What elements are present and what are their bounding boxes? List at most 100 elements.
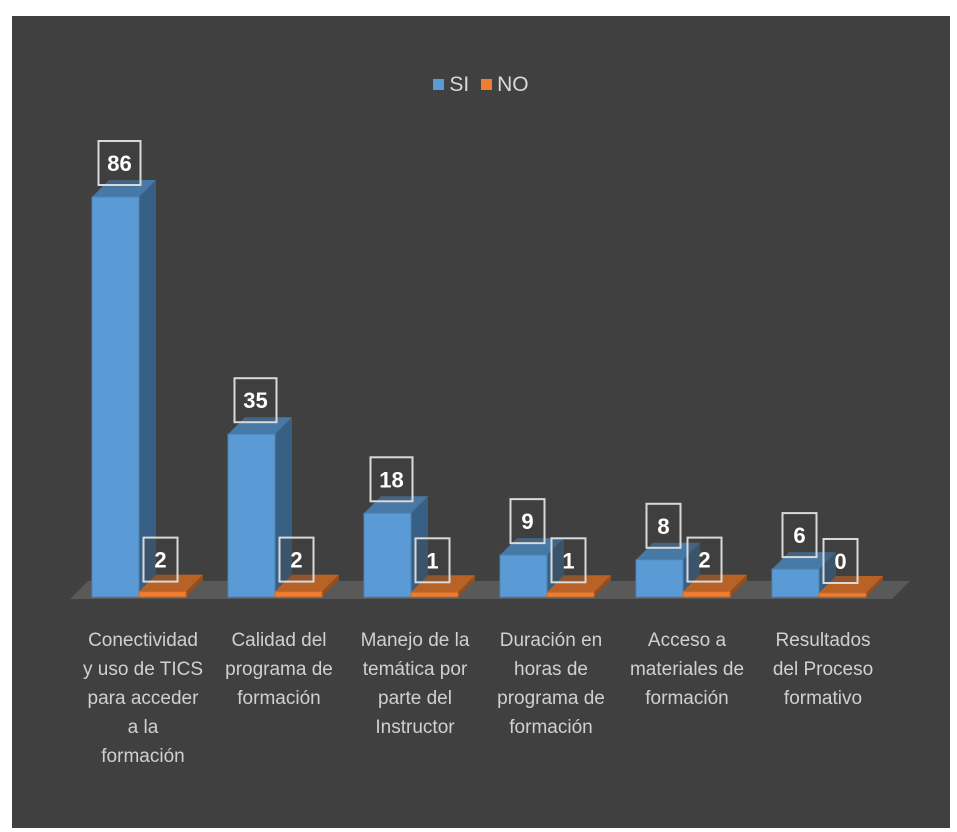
legend: SI NO xyxy=(12,72,950,97)
data-label-no-2: 1 xyxy=(414,537,451,584)
data-label-text: 1 xyxy=(426,548,438,573)
category-label-line: parte del xyxy=(378,688,452,709)
bar-no-2 xyxy=(410,575,475,598)
data-label-si-4: 8 xyxy=(645,502,682,549)
category-label-line: horas de xyxy=(514,659,588,680)
bar-front xyxy=(682,591,731,598)
data-label-box xyxy=(550,537,587,584)
bar-no-1 xyxy=(274,574,339,598)
data-label-text: 86 xyxy=(107,151,131,176)
data-label-text: 2 xyxy=(154,548,166,573)
bar-front xyxy=(227,433,276,598)
bar-front xyxy=(410,591,459,598)
data-label-text: 8 xyxy=(657,514,669,539)
data-label-text: 0 xyxy=(834,549,846,574)
category-label-line: formativo xyxy=(783,688,863,709)
data-label-text: 6 xyxy=(793,523,805,548)
category-label-0: Conectividad y uso de TICS para acceder a l… xyxy=(74,626,212,771)
bar-si-5 xyxy=(771,552,836,598)
category-label-line: a la xyxy=(127,717,159,738)
category-label-line: formación xyxy=(645,688,729,709)
category-label-line: Manejo de la xyxy=(360,630,470,651)
bar-top xyxy=(139,574,203,592)
data-label-box xyxy=(142,536,179,583)
data-label-box xyxy=(278,536,315,583)
bar-front xyxy=(635,559,684,598)
bar-no-3 xyxy=(546,575,611,598)
category-label-line: Duración en xyxy=(499,630,603,651)
category-label-line: formación xyxy=(101,746,185,767)
category-label-line: Calidad del xyxy=(231,630,327,651)
data-label-text: 9 xyxy=(521,509,533,534)
chart-area: 86 2 35 2 18 1 9 1 8 2 6 0 SI NO Conectividad y uso … xyxy=(12,16,950,828)
data-label-box xyxy=(414,537,451,584)
data-label-box xyxy=(686,536,723,583)
bar-top xyxy=(547,575,611,593)
data-label-box xyxy=(97,140,142,186)
category-label-line: formación xyxy=(509,717,593,738)
category-label-line: programa de xyxy=(225,659,333,680)
bar-front xyxy=(546,591,595,598)
bar-front xyxy=(499,554,548,598)
category-label-line: para acceder xyxy=(87,688,199,709)
legend-item-si: SI xyxy=(433,73,469,97)
category-label-line: materiales de xyxy=(629,659,745,680)
bar-side xyxy=(730,574,747,597)
category-label-3: Duración en horas de programa de formación xyxy=(482,626,620,742)
legend-item-no: NO xyxy=(481,73,529,97)
data-label-text: 35 xyxy=(243,388,267,413)
bar-front xyxy=(91,196,140,598)
data-label-text: 2 xyxy=(698,548,710,573)
category-label-4: Acceso a materiales de formación xyxy=(618,626,756,713)
bar-no-5 xyxy=(818,576,883,598)
category-label-5: Resultados del Proceso formativo xyxy=(754,626,892,713)
data-label-no-0: 2 xyxy=(142,536,179,583)
data-label-text: 2 xyxy=(290,548,302,573)
category-label-line: Resultados xyxy=(775,630,871,651)
data-label-si-0: 86 xyxy=(97,140,142,186)
bar-front xyxy=(138,591,187,598)
category-label-line: Instructor xyxy=(375,717,455,738)
data-label-box xyxy=(369,456,414,503)
bar-front xyxy=(771,568,820,598)
data-label-no-5: 0 xyxy=(822,538,859,584)
data-label-box xyxy=(781,512,818,559)
bar-no-4 xyxy=(682,574,747,598)
bar-si-0 xyxy=(91,180,156,598)
bar-top xyxy=(411,575,475,593)
category-label-line: formación xyxy=(237,688,321,709)
category-label-1: Calidad del programa de formación xyxy=(210,626,348,713)
bar-front xyxy=(818,592,867,598)
data-label-text: 18 xyxy=(379,467,403,492)
data-label-no-1: 2 xyxy=(278,536,315,583)
bar-si-1 xyxy=(227,417,292,598)
category-label-line: del Proceso xyxy=(772,659,874,680)
bar-no-0 xyxy=(138,574,203,598)
bar-front xyxy=(363,512,412,598)
category-label-line: Conectividad xyxy=(88,630,198,651)
bar-side xyxy=(139,180,156,597)
legend-label-no: NO xyxy=(497,72,529,96)
data-label-box xyxy=(509,498,546,545)
category-label-line: y uso de TICS xyxy=(82,659,204,680)
bar-side xyxy=(819,552,836,597)
data-label-si-3: 9 xyxy=(509,498,546,545)
category-label-line: Acceso a xyxy=(647,630,727,651)
data-label-box xyxy=(822,538,859,584)
category-label-line: programa de xyxy=(497,688,605,709)
bar-top xyxy=(683,574,747,592)
legend-swatch-no xyxy=(481,79,493,90)
legend-label-si: SI xyxy=(449,72,470,96)
data-label-text: 1 xyxy=(562,548,574,573)
data-label-si-5: 6 xyxy=(781,512,818,559)
bar-top xyxy=(819,576,883,593)
bar-side xyxy=(322,574,339,597)
category-label-2: Manejo de la temática por parte del Instruc… xyxy=(346,626,484,742)
data-label-no-4: 2 xyxy=(686,536,723,583)
data-label-si-2: 18 xyxy=(369,456,414,503)
bar-side xyxy=(186,574,203,597)
data-label-si-1: 35 xyxy=(233,377,278,424)
bar-top xyxy=(275,574,339,592)
bar-side xyxy=(458,575,475,597)
